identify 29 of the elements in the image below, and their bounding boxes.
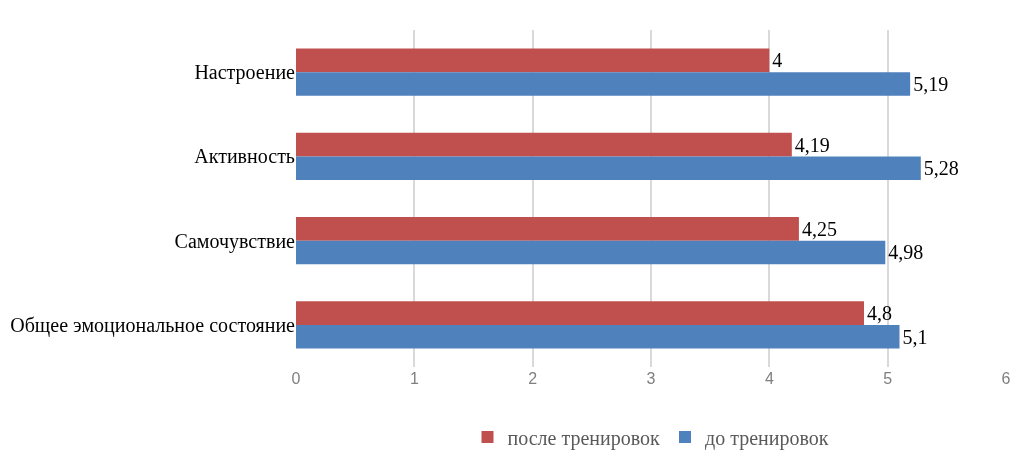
data-label: 4,8 — [867, 302, 892, 325]
bar — [296, 217, 799, 241]
bar — [296, 132, 792, 157]
y-tick-label: Активность — [194, 145, 295, 168]
x-tick-label: 2 — [528, 370, 538, 387]
y-tick-label: Самочувствие — [174, 229, 296, 253]
bar — [296, 156, 921, 180]
data-label: 4 — [772, 49, 783, 72]
x-tick-label: 5 — [883, 370, 893, 387]
data-label: 4,25 — [801, 217, 837, 240]
y-tick-label: Настроение — [194, 61, 296, 85]
bar — [296, 240, 886, 265]
data-label: 5,28 — [923, 157, 959, 180]
x-tick-label: 1 — [409, 370, 419, 387]
data-label: 5,1 — [902, 325, 928, 348]
legend-label: после тренировок — [507, 426, 661, 450]
data-label: 4,19 — [794, 133, 830, 156]
data-label: 4,98 — [888, 241, 924, 264]
x-tick-label: 3 — [646, 370, 656, 387]
bar — [296, 48, 770, 73]
x-tick-label: 0 — [291, 370, 301, 387]
bar — [296, 324, 900, 349]
data-label: 5,19 — [913, 72, 949, 95]
legend-label: до тренировок — [705, 426, 829, 450]
bar — [296, 72, 911, 96]
bar — [296, 301, 864, 325]
y-tick-label: Общее эмоциональное состояние — [10, 313, 296, 337]
x-tick-label: 6 — [1001, 370, 1011, 387]
x-tick-label: 4 — [764, 370, 774, 387]
